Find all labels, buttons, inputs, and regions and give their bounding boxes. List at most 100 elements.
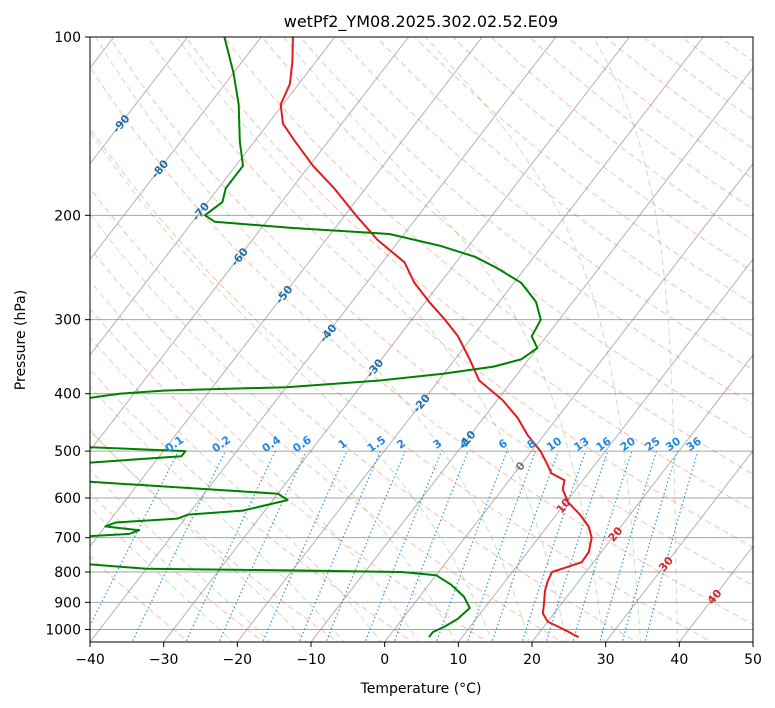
isotherm-label: 10 (554, 496, 574, 516)
isotherm-label: -80 (149, 157, 172, 181)
mixing-ratio-line (298, 450, 382, 642)
mixing-ratio-label: 2 (394, 437, 408, 452)
x-tick-label: −30 (149, 652, 179, 668)
isotherm-line (90, 37, 483, 548)
mixing-ratio-line (131, 450, 226, 642)
isotherm-label: -50 (273, 283, 296, 307)
dry-adiabat (528, 37, 753, 210)
chart-title: wetPf2_YM08.2025.302.02.52.E09 (284, 12, 558, 32)
mixing-ratio-label: 1.5 (365, 433, 388, 455)
dry-adiabat (90, 247, 564, 642)
y-tick-label: 100 (54, 30, 81, 46)
moist-adiabat (176, 37, 568, 642)
temperature-profile (279, 37, 593, 638)
mixing-ratio-line (599, 450, 658, 642)
mixing-ratio-line (521, 450, 587, 642)
dry-adiabat (90, 492, 265, 642)
x-tick-label: 20 (523, 652, 541, 668)
mixing-ratio-line (644, 450, 699, 642)
mixing-ratio-line (621, 450, 678, 642)
dry-adiabat (299, 37, 753, 405)
dry-adiabat (452, 37, 753, 273)
isotherm-line (531, 354, 753, 642)
isotherm-line (678, 545, 753, 642)
dry-adiabat (566, 37, 753, 180)
dry-adiabat (185, 37, 753, 511)
mixing-ratio-line (90, 450, 180, 628)
dry-adiabat (108, 37, 753, 586)
profile-series (90, 37, 593, 638)
isotherm-label: -70 (189, 200, 212, 224)
isotherm-line (752, 641, 753, 642)
dry-adiabat (681, 37, 753, 91)
moist-adiabat (90, 429, 308, 642)
y-tick-label: 900 (54, 595, 81, 611)
dry-adiabat (719, 37, 753, 63)
y-tick-label: 500 (54, 444, 81, 460)
y-tick-label: 800 (54, 565, 81, 581)
y-tick-label: 400 (54, 387, 81, 403)
dry-adiabat (375, 37, 753, 338)
y-tick-label: 600 (54, 491, 81, 507)
isotherm-line (605, 449, 753, 642)
dry-adiabat (337, 37, 753, 371)
moist-adiabat (95, 37, 530, 642)
isotherm-label: -10 (456, 428, 479, 452)
x-tick-label: −10 (296, 652, 326, 668)
isotherm-line (236, 37, 704, 642)
mixing-ratio-line (435, 450, 508, 642)
mixing-ratio-label: 1 (336, 437, 350, 452)
isotherm-label: 20 (606, 524, 626, 544)
x-tick-label: 30 (597, 652, 615, 668)
mixing-ratio-label: 8 (525, 437, 539, 452)
x-axis-label: Temperature (°C) (360, 681, 482, 697)
isotherm-line (90, 37, 410, 452)
x-tick-label: 40 (670, 652, 688, 668)
x-tick-label: 50 (744, 652, 762, 668)
y-tick-label: 700 (54, 531, 81, 547)
isotherm-line (163, 37, 631, 642)
x-tick-label: −20 (223, 652, 253, 668)
mixing-ratio-line (466, 450, 537, 642)
dry-adiabat (90, 66, 753, 625)
isotherm-label: -40 (317, 321, 340, 345)
moist-adiabat (90, 213, 456, 642)
isotherm-line (0, 10, 61, 642)
isotherm-label: 40 (705, 587, 725, 607)
mixing-ratio-label: 3 (431, 437, 445, 452)
moist-adiabat (90, 385, 345, 642)
mixing-ratio-label: 0.4 (260, 433, 284, 455)
isotherm-label: 0 (513, 459, 528, 473)
moist-adiabat (90, 280, 419, 642)
y-tick-label: 1000 (45, 622, 81, 638)
mixing-ratio-line (325, 450, 406, 642)
isotherm-line (90, 37, 557, 642)
mixing-ratio-line (393, 450, 469, 642)
y-axis-label: Pressure (hPa) (13, 290, 29, 390)
dry-adiabat (147, 37, 753, 548)
isotherm-line (384, 162, 753, 642)
mixing-ratio-line (185, 450, 276, 642)
mixing-ratio-line (364, 450, 443, 642)
isotherm-label: -90 (110, 112, 133, 136)
y-tick-label: 200 (54, 208, 81, 224)
mixing-ratio-line (491, 450, 559, 642)
mixing-ratio-line (572, 450, 633, 642)
dry-adiabat (90, 307, 489, 642)
mixing-ratio-line (218, 450, 307, 642)
dry-adiabat (740, 24, 775, 645)
isotherm-line (90, 37, 262, 261)
moist-adiabat (425, 37, 641, 642)
mixing-ratio-line (545, 450, 609, 642)
isotherm-line (310, 67, 753, 642)
x-tick-label: −40 (75, 652, 105, 668)
x-tick-label: 10 (449, 652, 467, 668)
axes: −40 −30 −20 −10 0 10 20 30 40 5010020030040050060… (45, 30, 762, 668)
dry-adiabat (604, 37, 753, 150)
background-lines (0, 10, 775, 645)
moist-adiabat (592, 37, 678, 642)
mixing-ratio-line (262, 450, 348, 642)
isotherm-label: -60 (228, 245, 251, 269)
isotherm-line (457, 258, 753, 642)
